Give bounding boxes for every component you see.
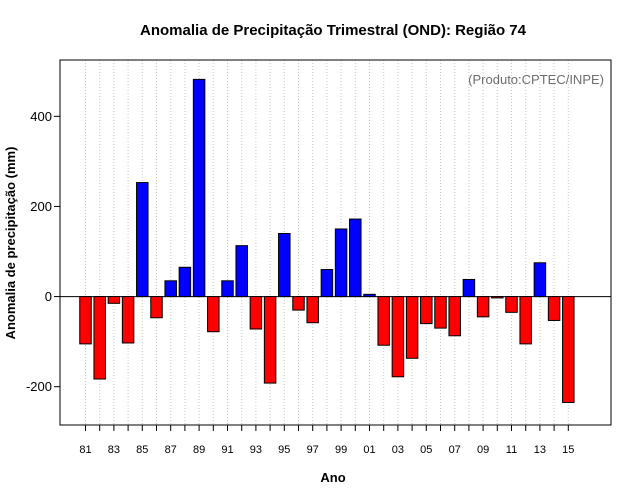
bar-98	[320, 269, 334, 298]
y-axis-label: Anomalia de precipitação (mm)	[3, 147, 18, 340]
x-tick-label: 91	[221, 444, 233, 456]
bar-90	[207, 296, 220, 333]
bar-05	[420, 296, 433, 325]
bar-94	[263, 296, 277, 384]
bar-13	[533, 262, 547, 298]
bar-14	[547, 296, 561, 321]
bar-82	[93, 296, 106, 380]
bar-97	[306, 296, 319, 324]
chart-title: Anomalia de Precipitação Trimestral (OND…	[140, 22, 527, 39]
bars-group	[79, 78, 575, 403]
bar-87	[164, 280, 177, 298]
bar-93	[249, 296, 263, 330]
bar-10	[491, 296, 504, 299]
x-tick-label: 95	[278, 444, 290, 456]
x-axis: 81 83 85 87 89 91 93 95 97 99 01 03 05 07 09 11 13 15	[79, 425, 574, 456]
x-tick-label: 83	[108, 444, 120, 456]
bar-85	[136, 182, 149, 298]
bar-92	[235, 245, 248, 298]
x-tick-label: 93	[250, 444, 262, 456]
bar-12	[519, 296, 532, 345]
x-tick-label: 09	[477, 444, 489, 456]
x-tick-label: 13	[534, 444, 546, 456]
bar-03	[391, 296, 405, 378]
bar-11	[505, 296, 518, 313]
x-tick-label: 15	[562, 444, 574, 456]
bar-08	[462, 278, 476, 298]
bar-96	[292, 296, 305, 311]
x-tick-label: 11	[506, 444, 517, 456]
bar-07	[448, 296, 461, 337]
x-tick-label: 85	[136, 444, 148, 456]
x-tick-label: 87	[165, 444, 177, 456]
y-tick-label: 0	[45, 289, 52, 304]
bar-04	[405, 296, 419, 359]
vertical-gridlines	[85, 60, 569, 425]
x-tick-label: 07	[449, 444, 461, 456]
bar-86	[150, 296, 163, 319]
plot-area-frame	[59, 59, 612, 426]
x-tick-label: 01	[363, 444, 375, 456]
bar-81	[79, 296, 92, 345]
bar-02	[377, 296, 390, 346]
bar-88	[178, 266, 192, 298]
bar-00	[349, 218, 362, 298]
bar-89	[192, 78, 206, 298]
y-tick-label: -200	[26, 379, 52, 394]
x-tick-label: 81	[79, 444, 91, 456]
y-axis: -200 0 200 400	[26, 109, 60, 394]
x-tick-label: 97	[307, 444, 319, 456]
bar-84	[121, 296, 135, 344]
bar-95	[278, 232, 291, 298]
x-tick-label: 05	[420, 444, 432, 456]
bar-15	[562, 296, 575, 403]
bar-06	[434, 296, 447, 329]
bar-91	[221, 280, 234, 298]
bar-01	[363, 293, 376, 298]
bar-83	[107, 296, 121, 304]
y-tick-label: 200	[30, 199, 52, 214]
credit-label: (Produto:CPTEC/INPE)	[468, 72, 604, 87]
x-tick-label: 99	[335, 444, 347, 456]
x-tick-label: 89	[193, 444, 205, 456]
y-tick-label: 400	[30, 109, 52, 124]
x-axis-label: Ano	[320, 470, 345, 485]
bar-09	[476, 296, 490, 318]
bar-99	[334, 228, 348, 298]
x-tick-label: 03	[392, 444, 404, 456]
